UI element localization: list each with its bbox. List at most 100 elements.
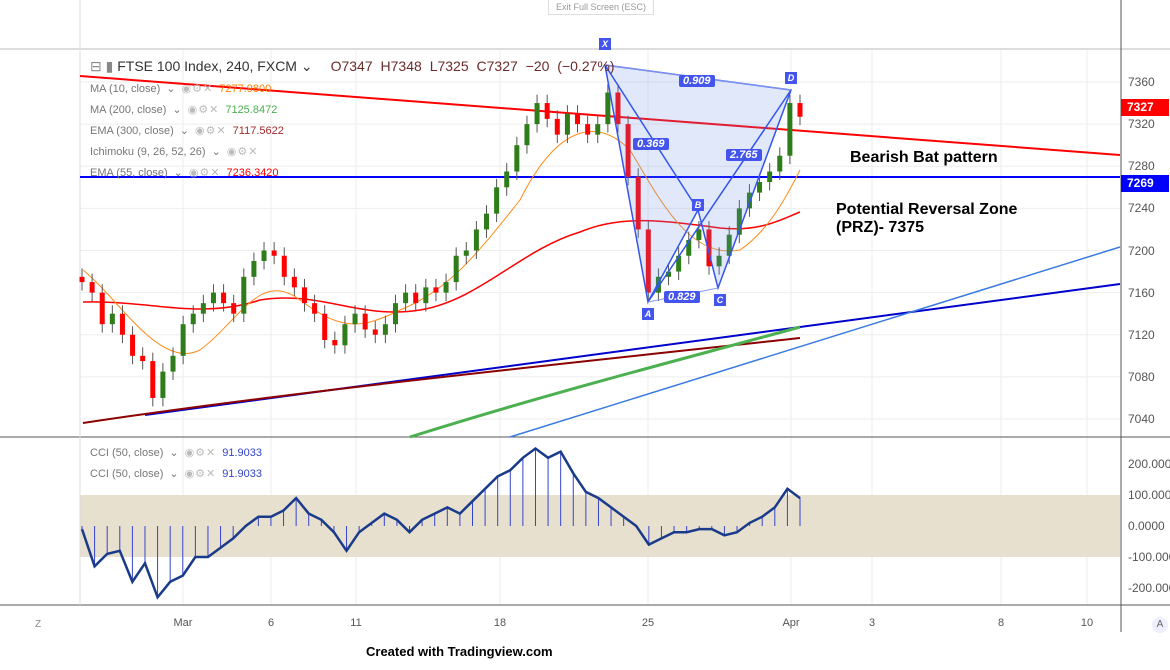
candle (99, 284, 105, 333)
candle (787, 94, 793, 165)
pattern-point-label[interactable]: X (599, 38, 611, 50)
candle-body (575, 113, 581, 125)
symbol-title[interactable]: ⊟ ▮ FTSE 100 Index, 240, FXCM ⌄ (90, 58, 313, 74)
candle (605, 84, 611, 133)
candle-body (119, 313, 125, 335)
header-row: ⊟ ▮ FTSE 100 Index, 240, FXCM ⌄ O7347 H7… (90, 58, 615, 74)
fib-ratio-label[interactable]: 2.765 (726, 149, 762, 161)
candle-body (595, 124, 601, 135)
price-tick: 7240 (1128, 201, 1155, 216)
candle (150, 352, 156, 407)
indicator-legend[interactable]: EMA (55, close) ⌄ ◉⚙✕ 7236.3420 (90, 166, 279, 180)
candle-body (655, 276, 661, 293)
candle-body (251, 261, 257, 277)
candle (312, 294, 318, 323)
candle (423, 278, 429, 312)
candle-body (291, 276, 297, 288)
candle-body (746, 192, 752, 209)
candle-body (706, 229, 712, 267)
candle-body (342, 324, 348, 346)
prz-annotation-line2: (PRZ)- 7375 (836, 219, 925, 236)
time-tick: 10 (1080, 617, 1094, 629)
pattern-point-label[interactable]: D (785, 72, 797, 84)
candle (625, 115, 631, 186)
symbol-label: FTSE 100 Index, 240, FXCM (117, 58, 297, 74)
resistance-trendline[interactable] (79, 75, 1121, 156)
candle-body (221, 292, 227, 304)
chart-canvas[interactable] (0, 0, 1170, 640)
fib-ratio-label[interactable]: 0.909 (679, 75, 715, 87)
time-tick: Mar (173, 617, 193, 629)
indicator-controls-icon[interactable]: ◉⚙✕ (184, 468, 217, 480)
indicator-legend[interactable]: MA (10, close) ⌄ ◉⚙✕ 7277.9800 (90, 82, 272, 96)
candle-body (716, 255, 722, 267)
indicator-controls-icon[interactable]: ◉⚙✕ (187, 104, 220, 116)
candle (514, 136, 520, 180)
candle-body (190, 313, 196, 325)
price-tick: 7160 (1128, 285, 1155, 300)
candle-body (433, 287, 439, 293)
cci-line (80, 446, 801, 600)
candle (119, 305, 125, 344)
indicator-controls-icon[interactable]: ◉⚙✕ (181, 83, 214, 95)
candle-body (564, 113, 570, 135)
indicator-controls-icon[interactable]: ◉⚙✕ (188, 167, 221, 179)
pattern-leg (647, 89, 792, 303)
bat-pattern-shape[interactable] (604, 64, 793, 305)
candle (777, 147, 783, 180)
candle (716, 247, 722, 275)
candle-body (332, 340, 338, 346)
cci-tick: -200.0000 (1128, 581, 1170, 595)
candle-body (544, 103, 550, 119)
candle-body (403, 292, 409, 304)
candle (564, 105, 570, 144)
candle-body (352, 313, 358, 325)
candle (322, 305, 328, 349)
channel-trendline[interactable] (509, 246, 1121, 438)
cci-legend[interactable]: CCI (50, close) ⌄ ◉⚙✕ 91.9033 (90, 446, 263, 460)
pattern-point-label[interactable]: A (642, 308, 654, 320)
fib-ratio-label[interactable]: 0.829 (664, 291, 700, 303)
candle (79, 268, 85, 291)
candle (757, 173, 763, 202)
indicator-legend[interactable]: MA (200, close) ⌄ ◉⚙✕ 7125.8472 (90, 103, 278, 117)
price-tick: 7200 (1128, 243, 1155, 258)
time-tick: 25 (641, 617, 655, 629)
cci-legend[interactable]: CCI (50, close) ⌄ ◉⚙✕ 91.9033 (90, 467, 263, 481)
time-tick: 6 (267, 617, 275, 629)
candle-body (635, 176, 641, 230)
auto-scale-button[interactable]: A (1152, 617, 1168, 633)
candle-body (392, 303, 398, 325)
candle (524, 115, 530, 154)
exit-fullscreen-button[interactable]: Exit Full Screen (ESC) (548, 0, 654, 15)
time-tick: Apr (782, 617, 800, 629)
candle-body (362, 313, 368, 330)
ema-300-line (82, 337, 801, 424)
candle (89, 273, 95, 302)
candle-body (79, 276, 85, 283)
candle (615, 84, 621, 133)
candle-body (757, 182, 763, 193)
indicator-legend[interactable]: EMA (300, close) ⌄ ◉⚙✕ 7117.5622 (90, 124, 284, 138)
price-tick: 7280 (1128, 159, 1155, 174)
candle-body (301, 287, 307, 304)
collapse-icon[interactable]: ⊟ ▮ (90, 58, 118, 74)
candle (251, 252, 257, 286)
indicator-legend[interactable]: Ichimoku (9, 26, 52, 26) ⌄ ◉⚙✕ (90, 145, 259, 159)
pattern-point-label[interactable]: B (692, 199, 704, 211)
indicator-controls-icon[interactable]: ◉⚙✕ (226, 146, 259, 158)
candle (443, 273, 449, 302)
indicator-controls-icon[interactable]: ◉⚙✕ (194, 125, 227, 137)
fib-ratio-label[interactable]: 0.369 (633, 138, 669, 150)
candle (433, 278, 439, 302)
candle (585, 115, 591, 144)
candle-body (625, 124, 631, 177)
candle-body (109, 313, 115, 325)
cci-band (80, 495, 1120, 557)
candle-body (200, 303, 206, 314)
indicator-controls-icon[interactable]: ◉⚙✕ (184, 447, 217, 459)
pattern-point-label[interactable]: C (714, 294, 726, 306)
zoom-icon[interactable]: Z (35, 619, 42, 630)
candle-body (797, 103, 803, 117)
candle-body (150, 361, 156, 398)
